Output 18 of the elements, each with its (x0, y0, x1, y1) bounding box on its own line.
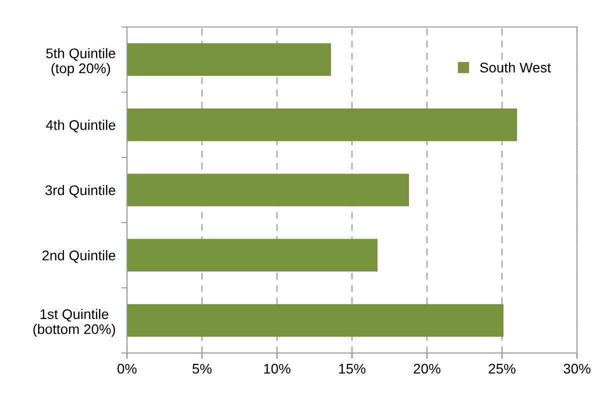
bar (127, 174, 409, 206)
y-tick-label: 1st Quintile (bottom 20%) (33, 308, 116, 337)
y-tick-label: 2nd Quintile (42, 250, 116, 263)
bar (127, 43, 331, 76)
x-tick-label: 10% (264, 364, 290, 374)
y-tick-label: 4th Quintile (46, 120, 116, 132)
x-tick-label: 15% (339, 364, 366, 374)
y-tick-label: 5th Quintile (top 20%) (46, 48, 116, 76)
x-tick-label: 20% (414, 364, 440, 374)
x-tick-label: 5% (192, 364, 212, 374)
x-tick-label: 25% (488, 364, 516, 374)
bar (127, 238, 378, 272)
bar (127, 304, 504, 337)
bar (127, 108, 517, 142)
y-tick-label: 3rd Quintile (45, 184, 116, 198)
legend-label: South West (480, 62, 551, 73)
x-tick-label: 0% (118, 364, 137, 374)
x-tick-label: 30% (564, 364, 590, 374)
